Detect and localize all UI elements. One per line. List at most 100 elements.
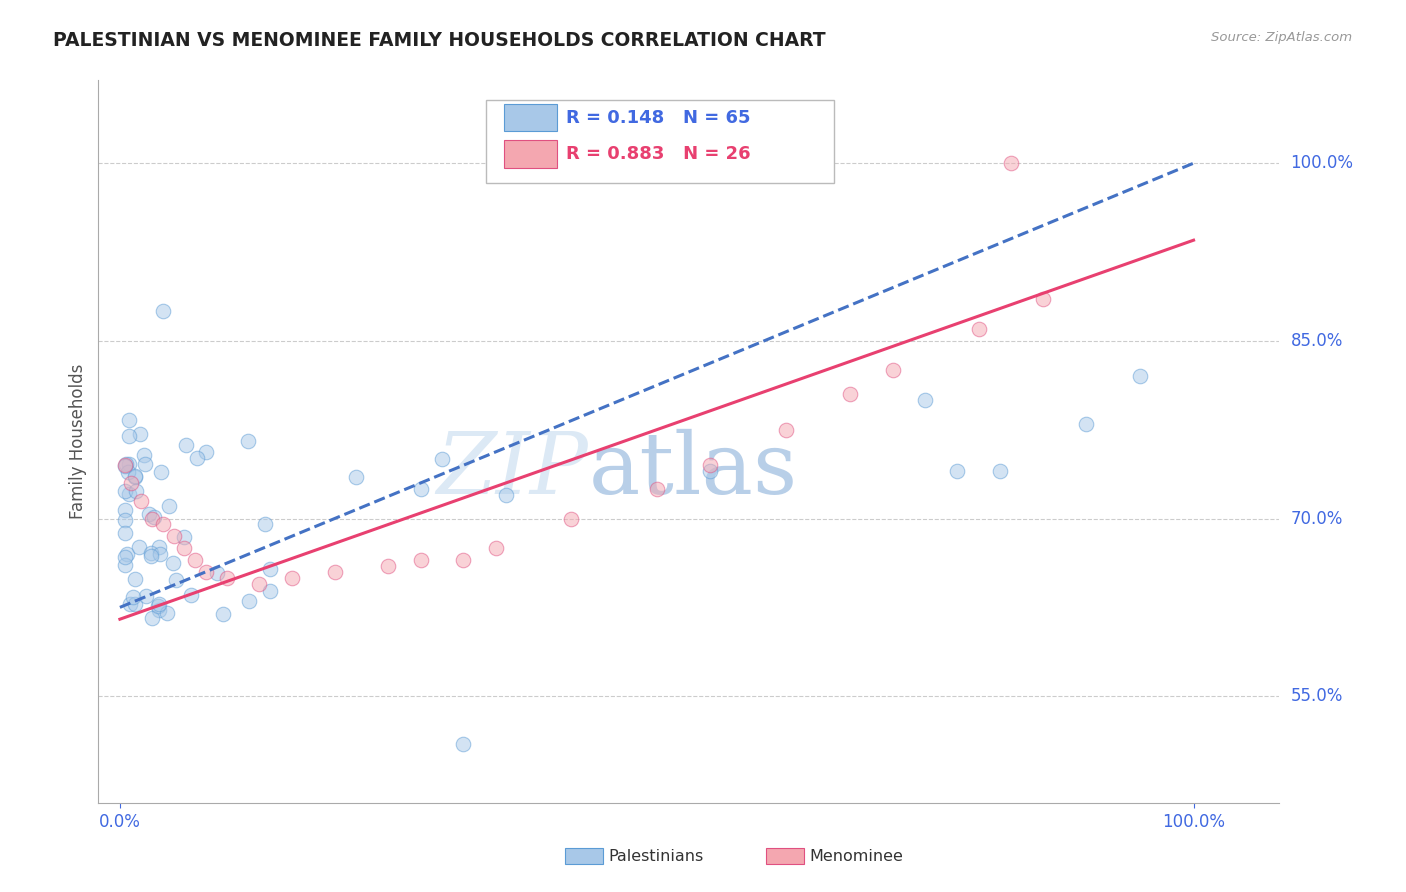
Text: 85.0%: 85.0% [1291, 332, 1343, 350]
Point [139, 545, 162, 559]
Point [131, 493, 153, 508]
Point [882, 363, 904, 377]
Point [155, 606, 177, 620]
Point [238, 594, 260, 608]
Point [967, 322, 990, 336]
Point [129, 426, 152, 441]
Point [485, 541, 508, 556]
Point [174, 438, 197, 452]
Point [117, 413, 139, 427]
Point [409, 482, 432, 496]
Point [323, 565, 346, 579]
Text: Source: ZipAtlas.com: Source: ZipAtlas.com [1212, 31, 1353, 45]
Text: R = 0.148   N = 65: R = 0.148 N = 65 [567, 109, 751, 127]
Text: R = 0.883   N = 26: R = 0.883 N = 26 [567, 145, 751, 163]
Point [453, 737, 475, 751]
Point [205, 566, 228, 581]
Point [946, 464, 969, 478]
Point [120, 475, 142, 490]
Point [1076, 417, 1098, 431]
Point [560, 511, 582, 525]
Point [124, 468, 146, 483]
Point [114, 558, 136, 572]
Point [141, 611, 163, 625]
Text: atlas: atlas [589, 429, 797, 512]
Text: PALESTINIAN VS MENOMINEE FAMILY HOUSEHOLDS CORRELATION CHART: PALESTINIAN VS MENOMINEE FAMILY HOUSEHOL… [53, 31, 827, 50]
Point [134, 457, 156, 471]
Bar [503, 103, 557, 131]
Point [148, 597, 170, 611]
Bar [766, 848, 803, 864]
Point [135, 589, 157, 603]
Point [184, 553, 207, 567]
Point [114, 483, 136, 498]
Point [124, 597, 146, 611]
Point [186, 450, 208, 465]
Point [121, 591, 143, 605]
Point [128, 540, 150, 554]
Point [1129, 369, 1152, 384]
Point [124, 470, 146, 484]
Text: ZIP: ZIP [437, 429, 589, 512]
Point [775, 423, 797, 437]
Point [162, 529, 184, 543]
Point [377, 558, 399, 573]
Point [152, 517, 174, 532]
Point [114, 513, 136, 527]
Point [249, 576, 271, 591]
Point [142, 509, 165, 524]
Point [114, 458, 136, 473]
Point [165, 573, 187, 587]
Point [115, 547, 138, 561]
Bar [565, 848, 603, 864]
Point [1000, 156, 1022, 170]
Point [259, 562, 281, 576]
Point [173, 541, 195, 556]
Point [495, 488, 517, 502]
Point [118, 486, 141, 500]
Point [236, 434, 259, 448]
Point [114, 458, 136, 473]
Text: Palestinians: Palestinians [609, 849, 704, 863]
Point [699, 458, 721, 473]
Point [453, 553, 475, 567]
Text: 70.0%: 70.0% [1291, 509, 1343, 527]
Point [114, 526, 136, 541]
Point [180, 588, 202, 602]
Point [148, 603, 170, 617]
Point [152, 304, 174, 318]
Point [217, 571, 239, 585]
Point [115, 457, 138, 471]
Bar [503, 140, 557, 168]
Point [839, 387, 862, 401]
Point [114, 549, 136, 564]
Point [134, 448, 156, 462]
Point [914, 393, 936, 408]
Point [117, 457, 139, 471]
Point [1032, 293, 1054, 307]
Point [645, 482, 668, 496]
FancyBboxPatch shape [486, 100, 834, 183]
Point [173, 530, 195, 544]
Point [344, 470, 367, 484]
Point [148, 541, 170, 555]
Point [118, 429, 141, 443]
Point [117, 465, 139, 479]
Point [124, 572, 146, 586]
Point [430, 452, 453, 467]
Y-axis label: Family Households: Family Households [69, 364, 87, 519]
Point [212, 607, 235, 621]
Point [149, 547, 172, 561]
Point [141, 549, 163, 563]
Point [253, 517, 276, 532]
Point [120, 597, 142, 611]
Point [699, 464, 721, 478]
Text: 55.0%: 55.0% [1291, 687, 1343, 706]
Point [157, 499, 180, 513]
Point [195, 445, 218, 459]
Point [280, 571, 302, 585]
Point [149, 466, 172, 480]
Point [148, 599, 170, 614]
Point [194, 565, 217, 579]
Point [125, 484, 148, 499]
